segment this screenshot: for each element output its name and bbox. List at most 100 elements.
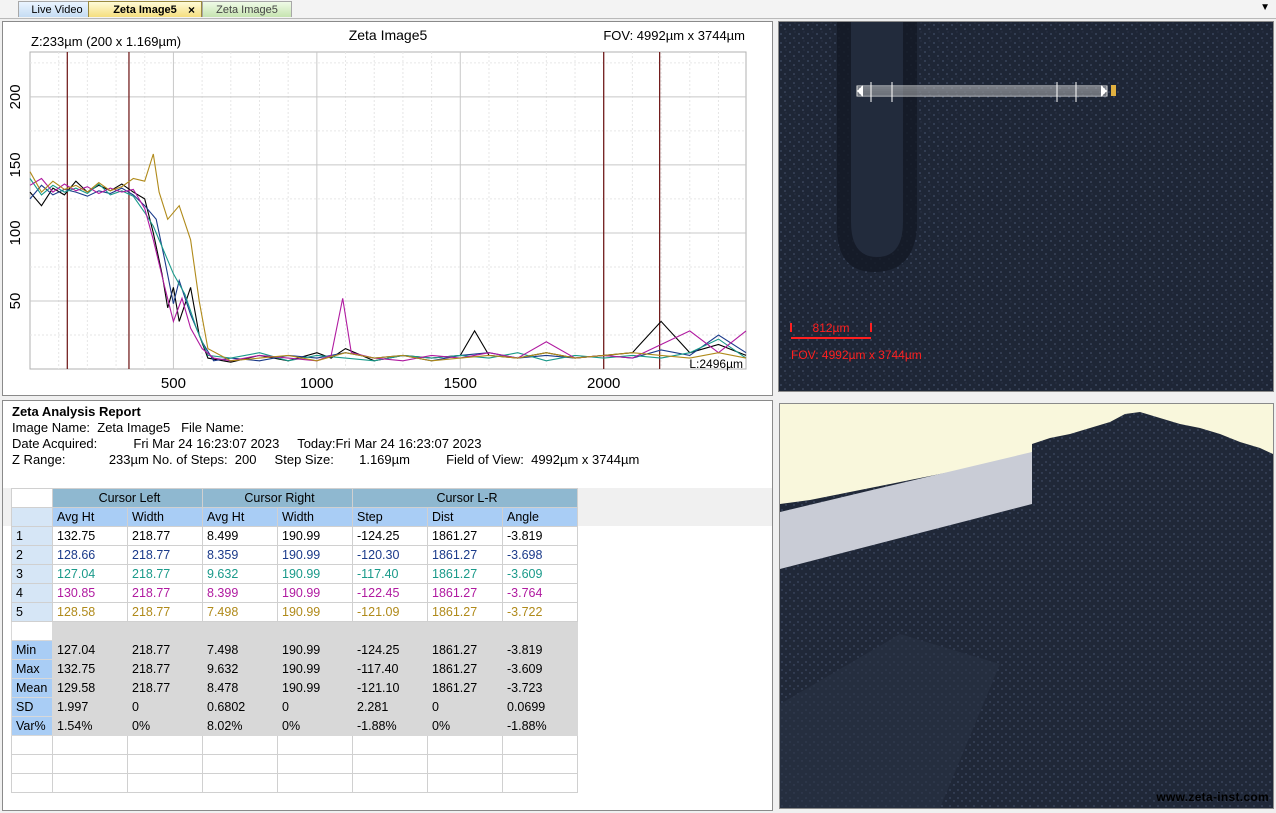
3d-surface — [780, 404, 1273, 808]
plot-frame — [29, 51, 747, 370]
table-cell: -3.722 — [502, 602, 578, 622]
stat-cell: -1.88% — [352, 716, 428, 736]
stat-cell: 8.02% — [202, 716, 278, 736]
chevron-down-icon[interactable]: ▼ — [1260, 2, 1270, 13]
empty-row — [11, 754, 578, 774]
stat-cell: 218.77 — [127, 659, 203, 679]
tab-bar: Live Video Zeta Image5 Zeta Image5 × ▼ — [0, 0, 1276, 19]
column-header: Avg Ht — [202, 507, 278, 527]
blank-cell — [502, 773, 578, 793]
stat-cell: -117.40 — [352, 659, 428, 679]
stat-cell: 7.498 — [202, 640, 278, 660]
table-row[interactable]: 1 132.75 218.77 8.499 190.99 -124.25 1861.27 -3… — [11, 526, 578, 546]
table-row[interactable]: 3 127.04 218.77 9.632 190.99 -117.40 1861.27 -3… — [11, 564, 578, 584]
blank-cell — [52, 754, 128, 774]
tab-label: Zeta Image5 — [113, 4, 177, 16]
stat-row: SD 1.997 0 0.6802 0 2.281 0 0.0699 — [11, 697, 578, 717]
table-cell: 190.99 — [277, 602, 353, 622]
profile-series — [29, 153, 747, 363]
scale-bar: 812µm — [790, 321, 872, 339]
table-cell: 8.359 — [202, 545, 278, 565]
results-table[interactable]: Cursor Left Cursor Right Cursor L-R Avg … — [11, 488, 578, 793]
surface-shading — [780, 634, 1000, 808]
zeta-logo: www.zeta-inst.com — [1156, 790, 1269, 804]
table-cell: 190.99 — [277, 564, 353, 584]
blank-cell — [202, 754, 278, 774]
group-header-cursor-lr: Cursor L-R — [352, 488, 578, 508]
chart-title: Zeta Image5 — [349, 27, 428, 43]
stat-cell: 1861.27 — [427, 659, 503, 679]
profile-line — [29, 153, 747, 362]
stat-row: Max 132.75 218.77 9.632 190.99 -117.40 1861.27… — [11, 659, 578, 679]
blank-cell — [127, 773, 203, 793]
table-cell: 1861.27 — [427, 583, 503, 603]
stat-cell: 0 — [427, 697, 503, 717]
table-cell: 128.66 — [52, 545, 128, 565]
blank-cell — [277, 754, 353, 774]
blank-cell — [352, 621, 428, 641]
profile-chart[interactable]: Z:233µm (200 x 1.169µm) Zeta Image5 FOV:… — [3, 22, 772, 395]
corner-cell — [11, 488, 53, 508]
blank-cell — [11, 621, 53, 641]
fov-overlay: FOV: 4992µm x 3744µm — [791, 348, 922, 362]
row-id: 4 — [11, 583, 53, 603]
x-tick-label: 1500 — [444, 375, 477, 392]
scale-label: 812µm — [813, 321, 850, 335]
microscope-canvas: 812µm FOV: 4992µm x 3744µm — [779, 22, 1273, 391]
stat-label: Mean — [11, 678, 53, 698]
blank-cell — [427, 621, 503, 641]
table-cell: -122.45 — [352, 583, 428, 603]
table-row[interactable]: 4 130.85 218.77 8.399 190.99 -122.45 1861.27 -3… — [11, 583, 578, 603]
stat-cell: -3.609 — [502, 659, 578, 679]
x-tick-label: 1000 — [300, 375, 333, 392]
stat-cell: 129.58 — [52, 678, 128, 698]
profile-line-marker[interactable] — [856, 82, 1116, 102]
stat-cell: 190.99 — [277, 659, 353, 679]
close-icon[interactable]: × — [187, 3, 195, 17]
tab-zeta-image5-active[interactable]: Zeta Image5 × — [88, 1, 202, 17]
column-header: Width — [277, 507, 353, 527]
tab-live-video[interactable]: Live Video — [18, 1, 96, 17]
z-info-label: Z:233µm (200 x 1.169µm) — [31, 34, 181, 49]
blank-cell — [127, 735, 203, 755]
stat-cell: 0% — [427, 716, 503, 736]
table-cell: -120.30 — [352, 545, 428, 565]
row-id: 2 — [11, 545, 53, 565]
microscope-image[interactable]: 812µm FOV: 4992µm x 3744µm — [778, 21, 1274, 392]
y-tick-label: 200 — [7, 84, 24, 109]
stat-cell: 1.54% — [52, 716, 128, 736]
table-cell: 130.85 — [52, 583, 128, 603]
profile-line — [29, 177, 747, 362]
tab-zeta-image5-second[interactable]: Zeta Image5 — [202, 1, 292, 17]
blank-cell — [127, 621, 203, 641]
profile-chart-panel: Z:233µm (200 x 1.169µm) Zeta Image5 FOV:… — [2, 21, 773, 396]
column-header: Step — [352, 507, 428, 527]
3d-view[interactable]: www.zeta-inst.com — [779, 403, 1274, 809]
table-row[interactable]: 5 128.58 218.77 7.498 190.99 -121.09 1861.27 -3… — [11, 602, 578, 622]
cursor-lines[interactable] — [66, 52, 661, 369]
table-cell: 132.75 — [52, 526, 128, 546]
stat-cell: -121.10 — [352, 678, 428, 698]
y-tick-label: 50 — [7, 293, 24, 310]
stat-cell: 0 — [127, 697, 203, 717]
blank-cell — [502, 754, 578, 774]
stat-cell: 0% — [127, 716, 203, 736]
blank-cell — [502, 735, 578, 755]
corner-cell — [11, 507, 53, 527]
profile-line — [29, 178, 747, 362]
stat-cell: 0% — [277, 716, 353, 736]
profile-line — [29, 184, 747, 362]
blank-cell — [352, 754, 428, 774]
spacer-row — [11, 621, 578, 641]
table-row[interactable]: 2 128.66 218.77 8.359 190.99 -120.30 1861.27 -3… — [11, 545, 578, 565]
stat-cell: 218.77 — [127, 678, 203, 698]
x-tick-label: 500 — [161, 375, 186, 392]
stat-label: Var% — [11, 716, 53, 736]
stat-cell: -3.819 — [502, 640, 578, 660]
table-cell: 1861.27 — [427, 602, 503, 622]
column-header: Dist — [427, 507, 503, 527]
stat-cell: 127.04 — [52, 640, 128, 660]
y-tick-label: 100 — [7, 220, 24, 245]
table-cell: 127.04 — [52, 564, 128, 584]
stat-cell: 190.99 — [277, 678, 353, 698]
